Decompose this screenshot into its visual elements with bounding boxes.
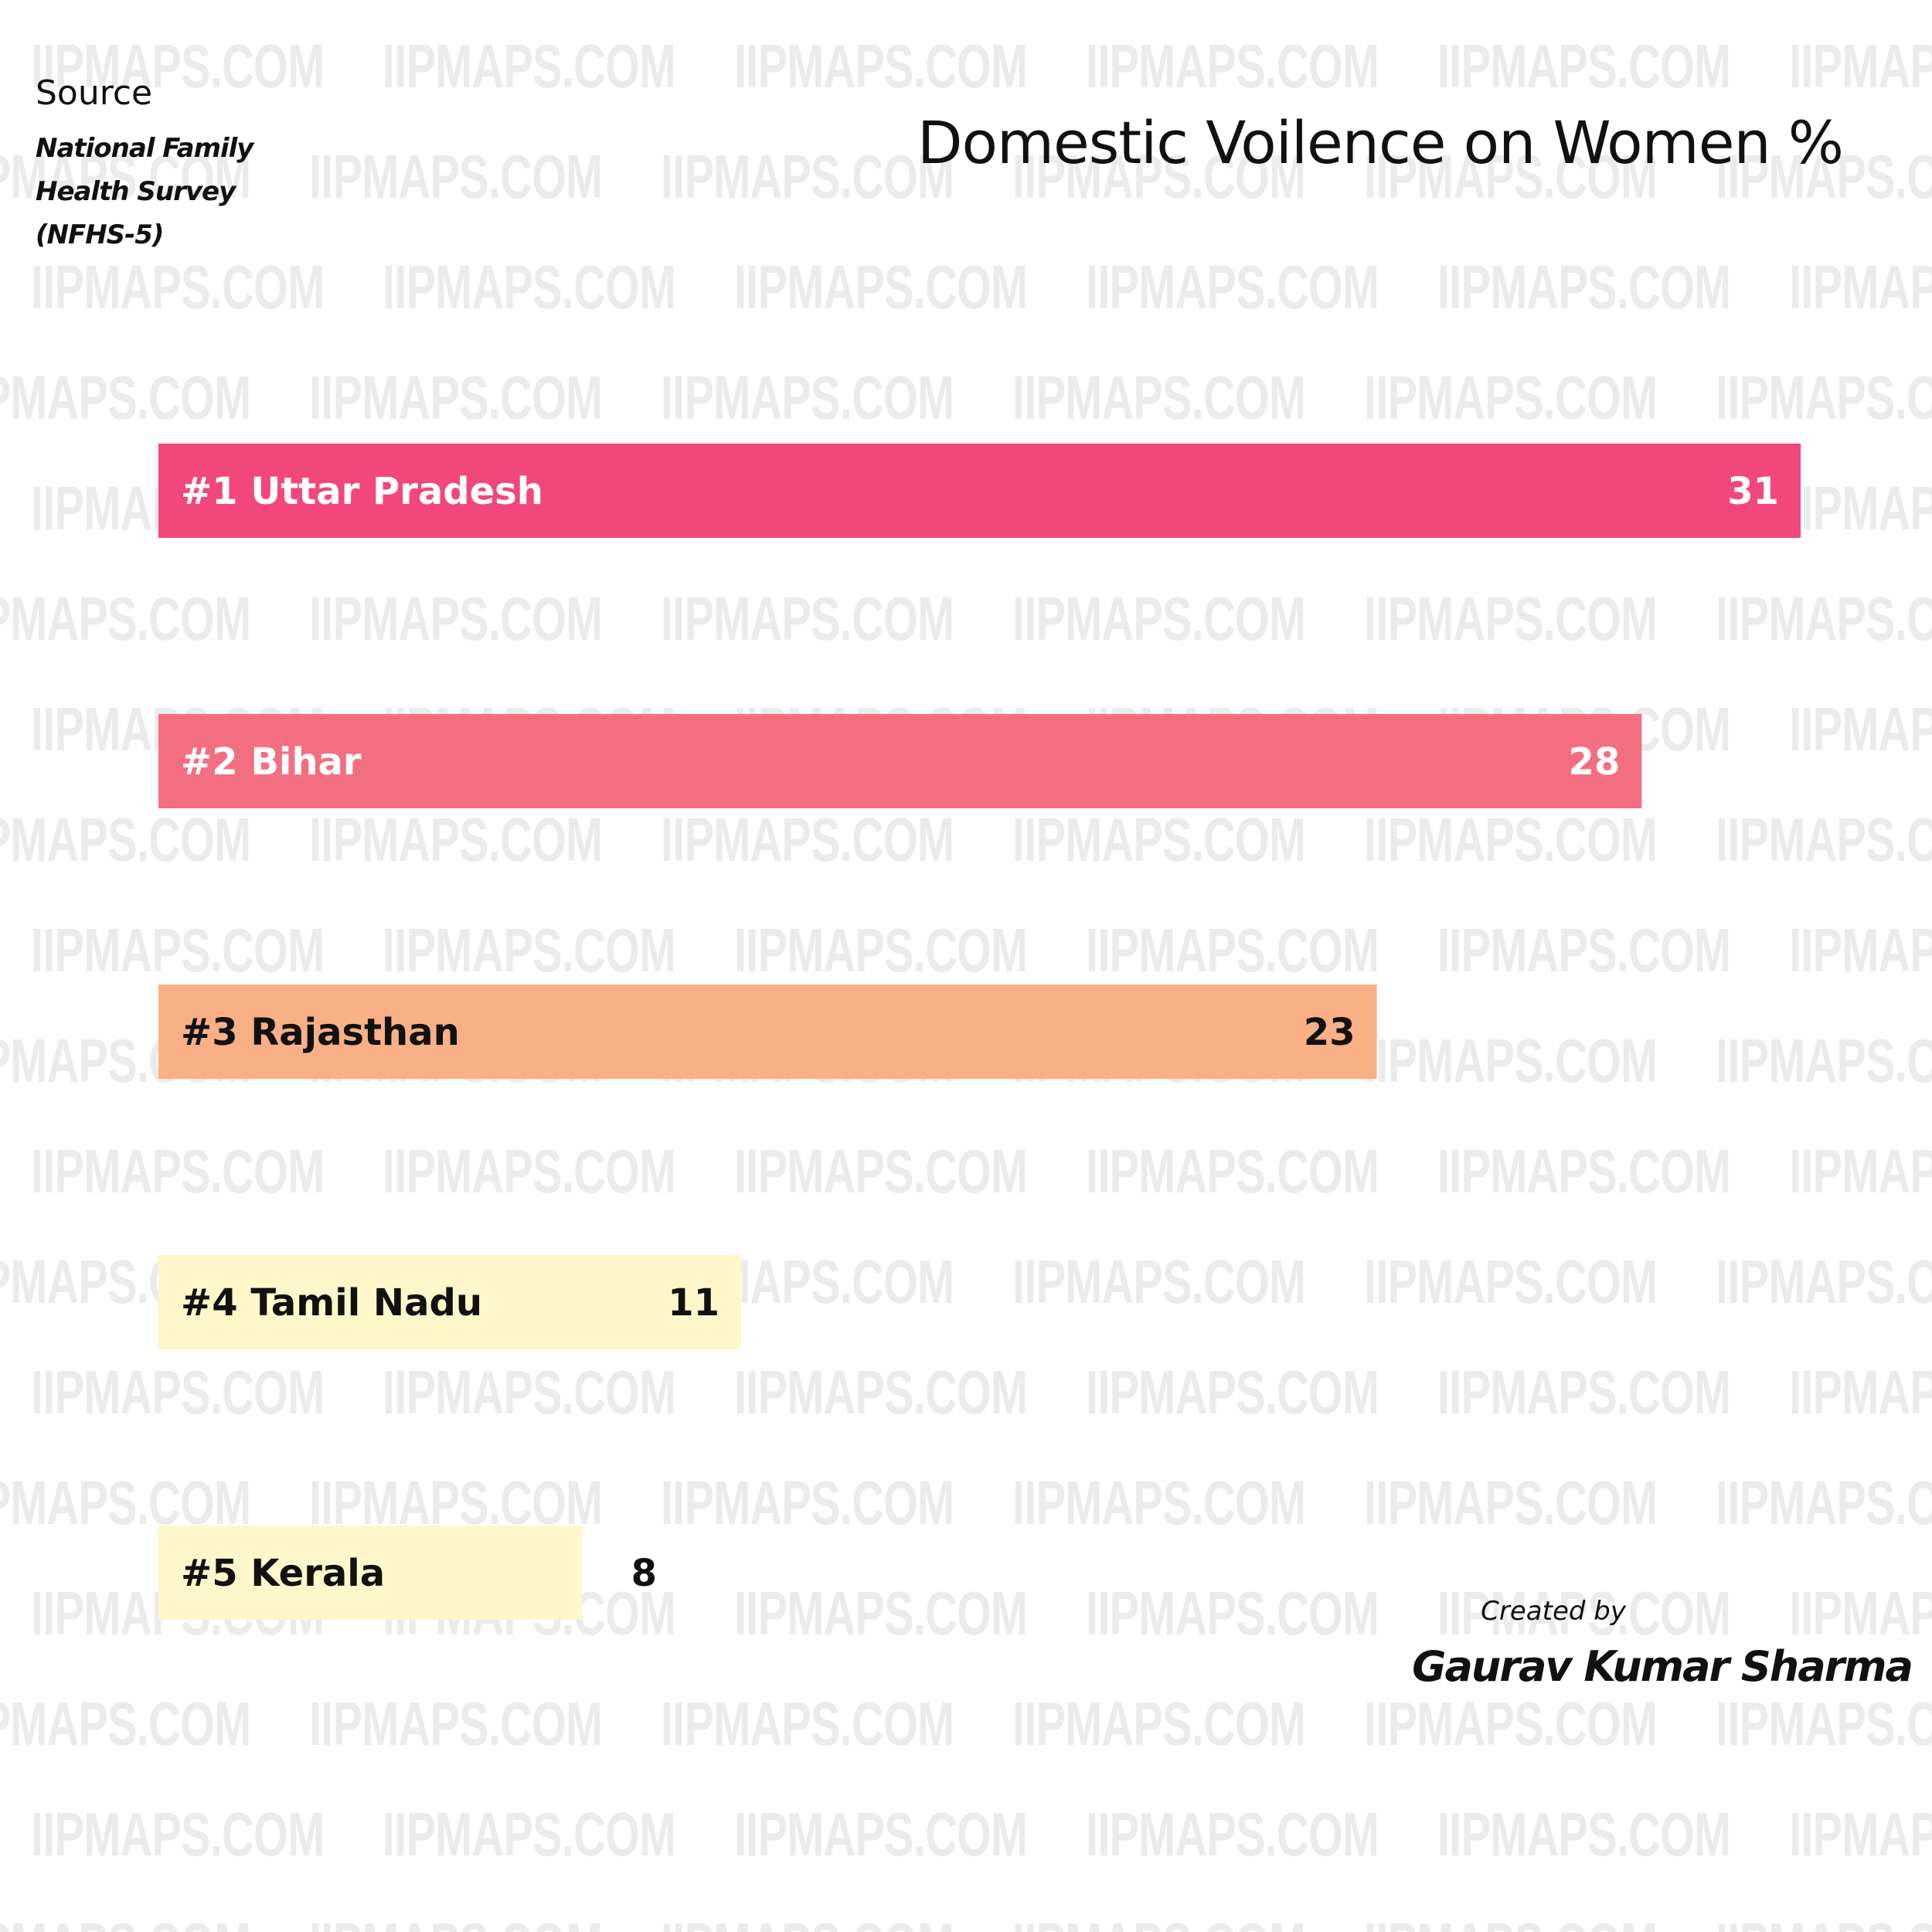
bar-category-label: #2 Bihar <box>181 740 362 784</box>
source-heading: Source <box>36 73 153 113</box>
bar-category-label: #1 Uttar Pradesh <box>181 470 543 513</box>
credit-prefix: Created by <box>1481 1596 1626 1627</box>
bar <box>158 1255 742 1349</box>
bar-value-label: 28 <box>1569 740 1621 784</box>
bar-category-label: #5 Kerala <box>181 1552 385 1595</box>
bar-value-label: 23 <box>1304 1011 1355 1054</box>
bar <box>158 714 1642 808</box>
bar-value-label: 8 <box>631 1552 657 1595</box>
bar <box>158 444 1801 538</box>
bar-value-label: 11 <box>668 1281 719 1325</box>
credit-block: Created by Gaurav Kumar Sharma <box>1412 1596 1913 1691</box>
source-block: Source National Family Health Survey (NF… <box>36 73 267 257</box>
bar-category-label: #3 Rajasthan <box>181 1011 460 1054</box>
bar-category-label: #4 Tamil Nadu <box>181 1281 482 1325</box>
chart-title: Domestic Voilence on Women % <box>917 108 1844 177</box>
source-name: National Family Health Survey (NFHS-5) <box>36 133 253 250</box>
bar-value-label: 31 <box>1727 470 1779 513</box>
bar <box>158 985 1377 1079</box>
bar <box>158 1526 583 1620</box>
credit-author: Gaurav Kumar Sharma <box>1412 1642 1913 1691</box>
